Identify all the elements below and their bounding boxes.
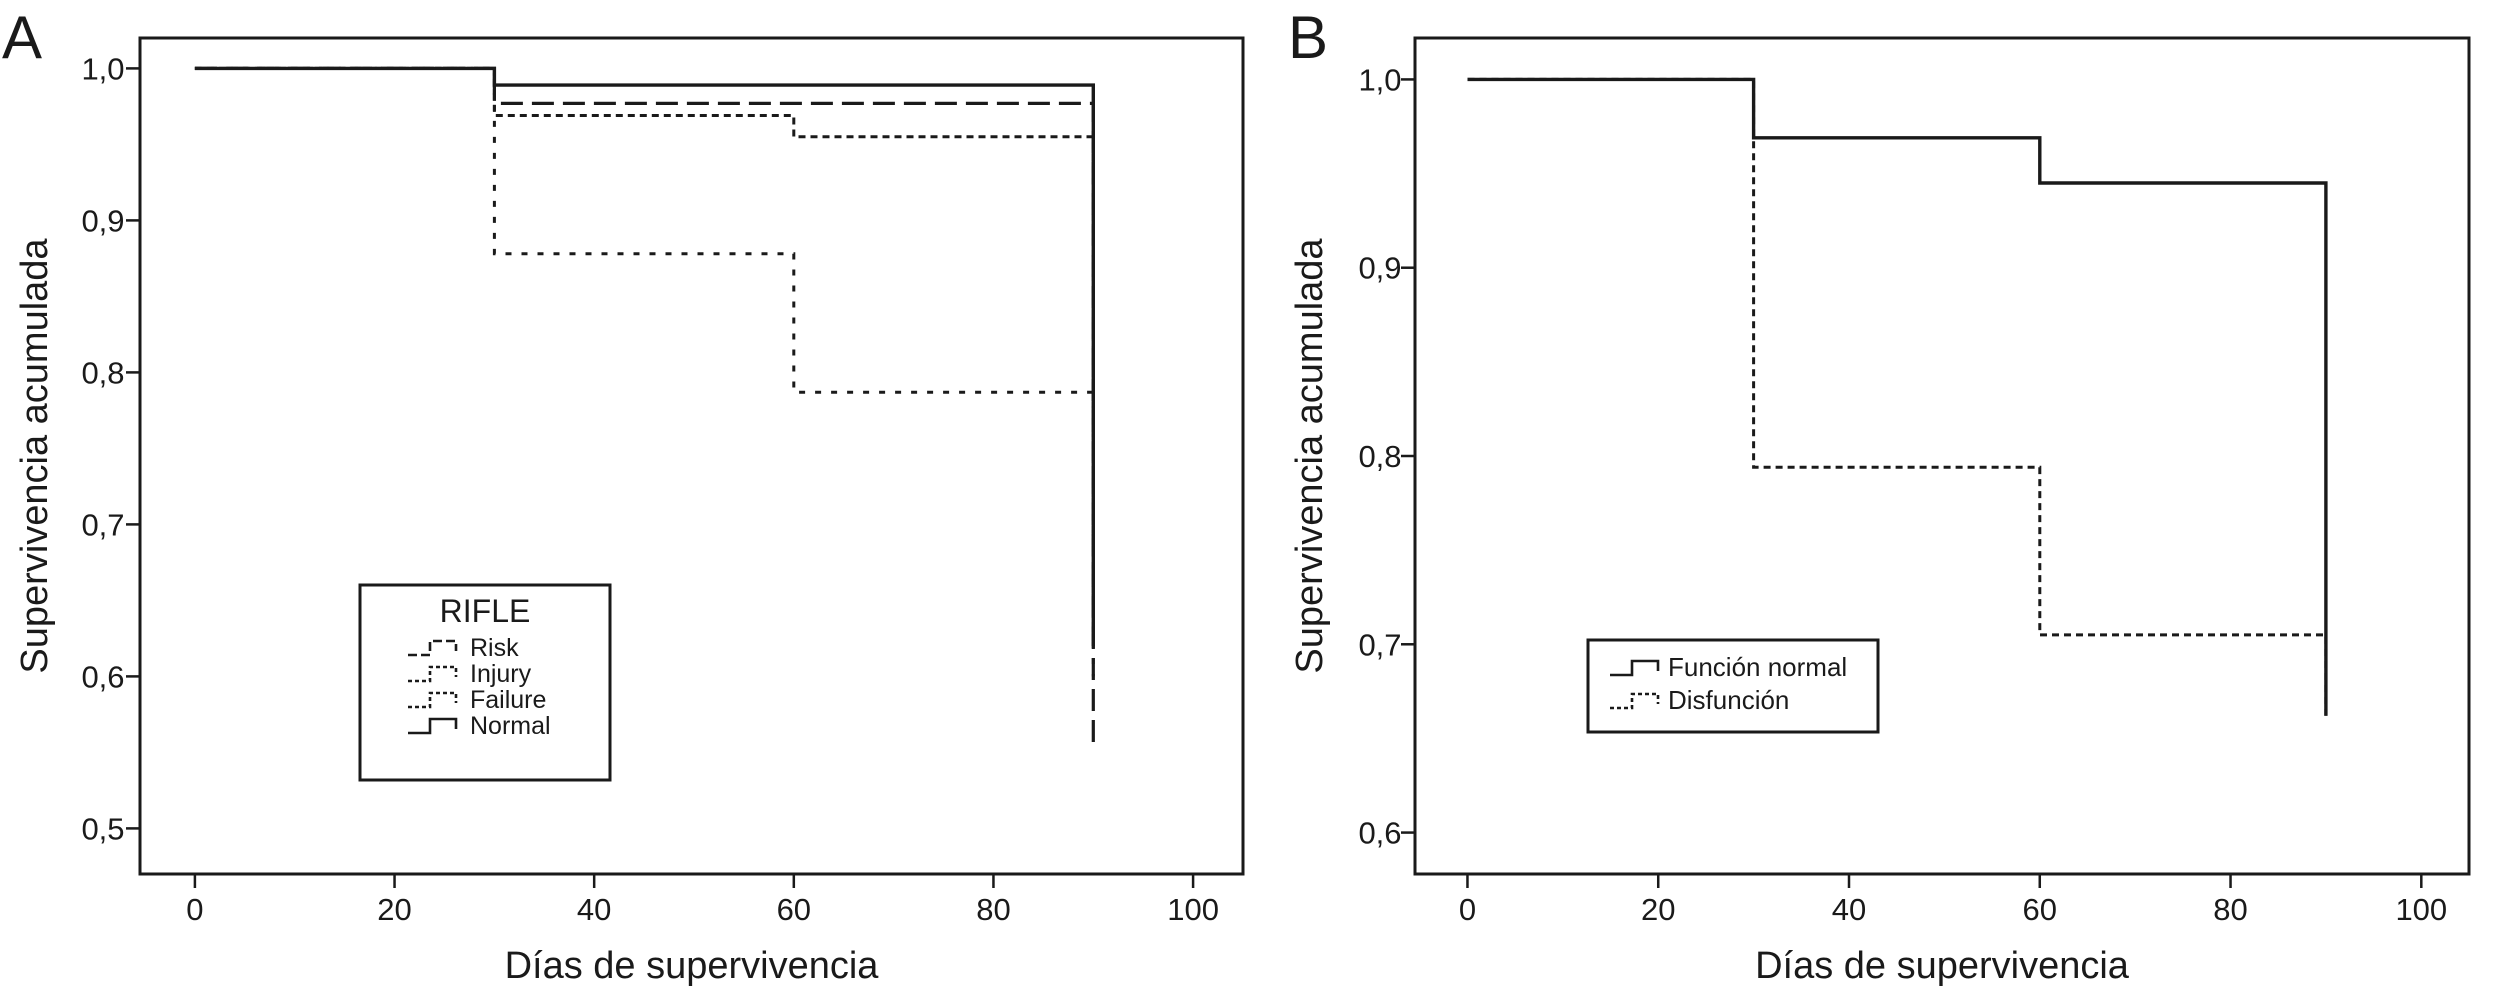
x-axis-title: Días de supervivencia [1755,945,2130,987]
legend-swatch [1610,659,1660,677]
y-tick-label: 0,9 [81,203,124,238]
y-tick-label: 0,8 [1358,439,1401,474]
y-axis-title: Supervivencia acumulada [14,238,56,674]
legend-label: Normal [470,712,551,740]
plot-frame [1413,36,2471,876]
x-tick-label: 80 [976,892,1010,927]
panel-letter: A [2,4,42,71]
x-tick-label: 40 [1832,892,1866,927]
y-tick-label: 0,5 [81,811,124,846]
series-line-injury [194,66,1095,646]
plot-frame [138,36,1245,876]
chart-panel-a: A 0 20 40 60 80 100 0,5 0,6 0,7 0,8 0,9 1,0 Días de s… [2,4,1245,987]
legend-swatch [408,691,458,709]
x-tick-label: 0 [1459,892,1476,927]
x-tick-label: 100 [2395,892,2447,927]
legend-label: Injury [470,660,532,688]
y-axis-title: Supervivencia acumulada [1289,238,1331,674]
legend-box [358,583,612,782]
y-tick-label: 1,0 [1358,62,1401,97]
x-tick-label: 80 [2213,892,2247,927]
legend-title: RIFLE [440,593,531,629]
series-line-disfunción [1467,77,2328,716]
chart-panel-b: B 0 20 40 60 80 100 0,6 0,7 0,8 0,9 1,0 Días de supe… [1288,4,2471,987]
x-axis-title: Días de supervivencia [505,945,880,987]
x-tick-label: 0 [186,892,203,927]
y-tick-label: 0,7 [81,507,124,542]
legend-label: Failure [470,686,546,714]
y-tick-label: 0,6 [1358,816,1401,851]
legend-swatch [408,665,458,683]
legend-swatch [408,639,458,657]
x-tick-label: 60 [2023,892,2057,927]
legend-box [1586,638,1880,734]
x-tick-label: 60 [777,892,811,927]
y-tick-label: 0,7 [1358,627,1401,662]
x-tick-label: 100 [1167,892,1219,927]
series-line-failure [194,66,1095,677]
y-tick-label: 0,8 [81,355,124,390]
x-tick-label: 40 [577,892,611,927]
series-line-risk [194,66,1095,745]
legend-label: Función normal [1668,652,1847,682]
panel-letter: B [1288,4,1328,71]
legend-swatch [408,717,458,735]
series-line-función-normal [1467,77,2328,716]
y-tick-label: 0,6 [81,659,124,694]
legend-label: Risk [470,634,519,662]
y-tick-label: 0,9 [1358,251,1401,286]
x-tick-label: 20 [1641,892,1675,927]
legend-label: Disfunción [1668,685,1789,715]
legend-swatch [1610,692,1660,710]
series-line-normal [194,66,1095,646]
x-tick-label: 20 [377,892,411,927]
y-tick-label: 1,0 [81,51,124,86]
